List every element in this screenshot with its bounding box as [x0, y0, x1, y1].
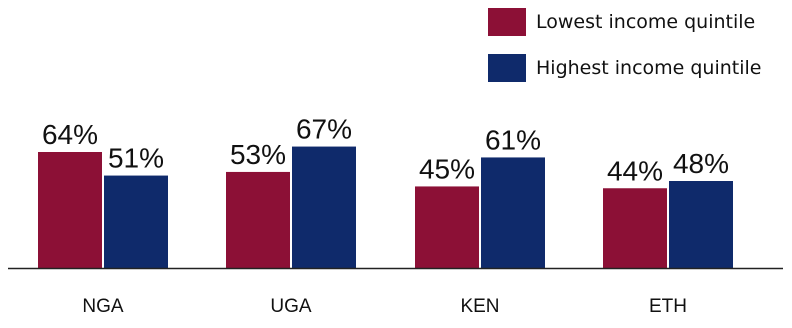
x-tick-label-nga: NGA [82, 296, 124, 317]
data-label-ken-highest: 61% [485, 124, 541, 155]
legend-label-lowest: Lowest income quintile [536, 11, 756, 33]
legend-item-highest: Highest income quintile [488, 54, 762, 82]
x-tick-label-eth: ETH [649, 296, 687, 317]
x-tick-label-uga: UGA [270, 296, 312, 317]
data-label-eth-highest: 48% [673, 148, 729, 179]
data-label-nga-lowest: 64% [42, 119, 98, 150]
legend-swatch-highest [488, 54, 526, 82]
bar-ken-lowest [415, 186, 479, 268]
data-label-uga-highest: 67% [296, 114, 352, 145]
legend-item-lowest: Lowest income quintile [488, 8, 755, 36]
bar-nga-lowest [38, 152, 102, 268]
legend-label-highest: Highest income quintile [536, 57, 762, 79]
legend-swatch-lowest [488, 8, 526, 36]
bar-ken-highest [481, 157, 545, 268]
data-label-uga-lowest: 53% [230, 139, 286, 170]
data-label-ken-lowest: 45% [419, 153, 475, 184]
data-label-nga-highest: 51% [108, 143, 164, 174]
x-tick-label-ken: KEN [460, 296, 499, 317]
bar-eth-highest [669, 181, 733, 268]
bar-uga-highest [292, 146, 356, 268]
bar-eth-lowest [603, 188, 667, 268]
bar-nga-highest [104, 175, 168, 268]
bar-uga-lowest [226, 171, 290, 268]
data-label-eth-lowest: 44% [607, 155, 663, 186]
